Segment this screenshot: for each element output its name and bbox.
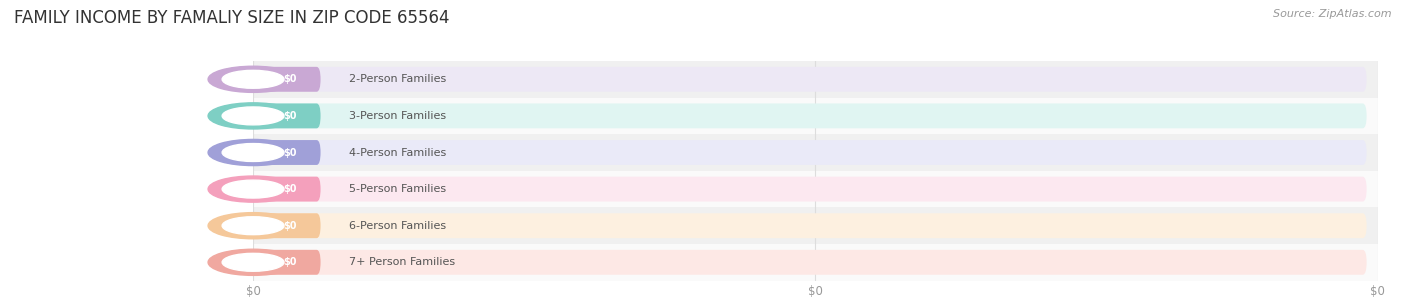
FancyBboxPatch shape xyxy=(259,177,321,202)
FancyBboxPatch shape xyxy=(259,213,1367,238)
Bar xyxy=(253,207,1378,244)
Bar xyxy=(253,171,1378,207)
FancyBboxPatch shape xyxy=(259,103,321,128)
Ellipse shape xyxy=(208,103,298,129)
Ellipse shape xyxy=(208,176,298,202)
Ellipse shape xyxy=(208,249,298,275)
Text: 6-Person Families: 6-Person Families xyxy=(349,221,446,231)
Bar xyxy=(253,61,1378,98)
Text: 5-Person Families: 5-Person Families xyxy=(349,184,446,194)
Text: FAMILY INCOME BY FAMALIY SIZE IN ZIP CODE 65564: FAMILY INCOME BY FAMALIY SIZE IN ZIP COD… xyxy=(14,9,450,27)
Text: $0: $0 xyxy=(283,74,297,84)
Text: $0: $0 xyxy=(283,221,297,231)
FancyBboxPatch shape xyxy=(259,140,321,165)
Ellipse shape xyxy=(222,253,284,271)
FancyBboxPatch shape xyxy=(259,67,321,92)
Bar xyxy=(253,98,1378,134)
FancyBboxPatch shape xyxy=(259,250,1367,275)
FancyBboxPatch shape xyxy=(259,67,1367,92)
FancyBboxPatch shape xyxy=(259,250,321,275)
Ellipse shape xyxy=(208,139,298,166)
Text: $0: $0 xyxy=(283,184,297,194)
Text: $0: $0 xyxy=(283,111,297,121)
Text: 4-Person Families: 4-Person Families xyxy=(349,148,446,157)
Text: $0: $0 xyxy=(283,148,297,157)
FancyBboxPatch shape xyxy=(259,103,1367,128)
Text: $0: $0 xyxy=(283,257,297,267)
Ellipse shape xyxy=(222,70,284,88)
Ellipse shape xyxy=(222,107,284,125)
Text: 3-Person Families: 3-Person Families xyxy=(349,111,446,121)
Ellipse shape xyxy=(222,180,284,198)
Ellipse shape xyxy=(222,217,284,235)
Bar xyxy=(253,244,1378,281)
Ellipse shape xyxy=(208,213,298,239)
Text: 2-Person Families: 2-Person Families xyxy=(349,74,446,84)
FancyBboxPatch shape xyxy=(259,213,321,238)
Bar xyxy=(253,134,1378,171)
FancyBboxPatch shape xyxy=(259,177,1367,202)
Ellipse shape xyxy=(222,144,284,161)
Text: 7+ Person Families: 7+ Person Families xyxy=(349,257,454,267)
Ellipse shape xyxy=(208,66,298,92)
FancyBboxPatch shape xyxy=(259,140,1367,165)
Text: Source: ZipAtlas.com: Source: ZipAtlas.com xyxy=(1274,9,1392,19)
